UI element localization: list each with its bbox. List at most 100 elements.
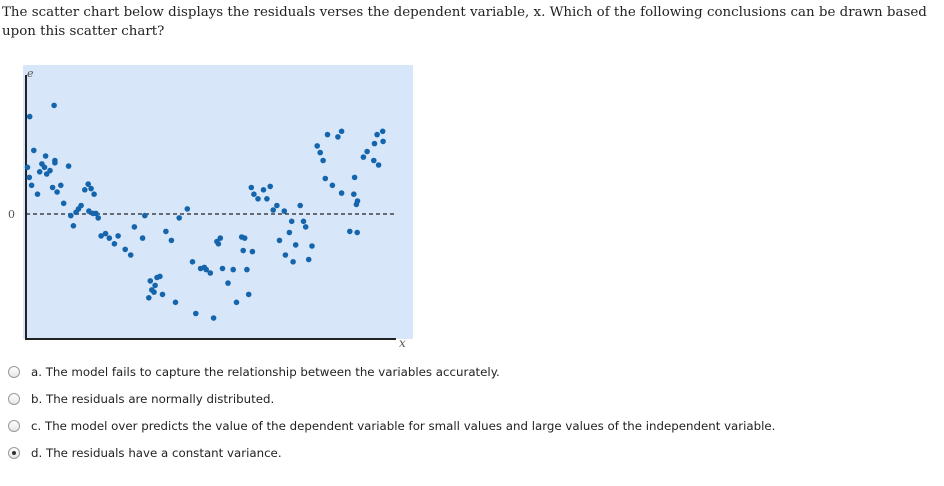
data-point-71 — [240, 247, 246, 254]
data-point-78 — [255, 196, 261, 202]
data-point-56 — [189, 259, 196, 265]
data-point-107 — [351, 174, 358, 181]
data-point-103 — [338, 190, 345, 196]
scatter-plot-svg: e x 0 — [8, 65, 413, 350]
data-point-14 — [51, 102, 57, 109]
data-point-92 — [300, 218, 307, 225]
data-point-61 — [207, 270, 214, 276]
data-point-15 — [52, 160, 58, 166]
data-point-87 — [288, 218, 295, 225]
data-point-46 — [146, 295, 152, 301]
data-point-64 — [219, 265, 226, 272]
data-point-84 — [276, 237, 283, 244]
data-point-110 — [354, 198, 361, 204]
data-point-100 — [324, 131, 331, 138]
data-point-114 — [374, 131, 380, 138]
option-a[interactable]: a. The model fails to capture the relati… — [8, 358, 928, 385]
data-point-1 — [26, 113, 33, 120]
data-point-51 — [163, 228, 169, 235]
data-point-32 — [95, 215, 101, 221]
data-point-0 — [24, 164, 31, 171]
data-point-5 — [26, 174, 33, 181]
option-b[interactable]: b. The residuals are normally distribute… — [8, 385, 928, 412]
data-point-105 — [347, 228, 353, 235]
data-point-53 — [172, 299, 179, 306]
data-point-95 — [309, 243, 315, 249]
data-point-68 — [230, 266, 236, 273]
data-point-106 — [354, 229, 361, 236]
data-point-43 — [147, 278, 154, 284]
data-point-26 — [85, 181, 91, 187]
data-point-34 — [102, 230, 109, 237]
data-point-54 — [176, 215, 182, 221]
data-point-49 — [157, 273, 163, 280]
data-point-48 — [152, 282, 158, 289]
data-point-117 — [379, 128, 386, 135]
data-point-40 — [131, 224, 138, 230]
data-point-86 — [286, 229, 293, 236]
data-point-108 — [351, 191, 357, 197]
option-b-label: b. The residuals are normally distribute… — [31, 391, 275, 406]
data-point-55 — [184, 206, 191, 212]
data-point-4 — [28, 182, 35, 189]
data-point-89 — [290, 259, 296, 265]
option-c[interactable]: c. The model over predicts the value of … — [8, 412, 928, 439]
data-point-73 — [245, 291, 252, 298]
data-point-27 — [88, 185, 94, 192]
data-point-101 — [329, 182, 336, 189]
answer-options: a. The model fails to capture the relati… — [8, 358, 928, 466]
data-point-47 — [149, 287, 155, 293]
option-d[interactable]: d. The residuals have a constant varianc… — [8, 439, 928, 466]
data-point-88 — [282, 252, 289, 258]
data-point-81 — [267, 183, 274, 190]
scatter-points — [24, 102, 386, 321]
data-point-9 — [41, 164, 48, 171]
data-point-52 — [168, 237, 175, 244]
data-point-6 — [34, 191, 41, 197]
data-point-104 — [338, 128, 345, 135]
data-point-67 — [225, 280, 231, 286]
data-point-35 — [106, 235, 113, 241]
data-point-99 — [320, 157, 326, 164]
data-point-116 — [375, 162, 382, 168]
data-point-60 — [201, 264, 208, 271]
y-axis-label: e — [27, 67, 34, 80]
data-point-31 — [93, 210, 99, 217]
data-point-111 — [360, 154, 367, 160]
radio-d[interactable] — [8, 446, 20, 459]
data-point-11 — [42, 153, 49, 159]
data-point-7 — [36, 169, 43, 175]
data-point-97 — [317, 149, 324, 156]
radio-a[interactable] — [8, 365, 20, 378]
data-point-19 — [65, 163, 72, 169]
data-point-118 — [380, 138, 386, 145]
data-point-28 — [91, 191, 97, 197]
data-point-29 — [86, 208, 92, 214]
data-point-12 — [47, 167, 53, 174]
data-point-57 — [193, 310, 199, 317]
data-point-24 — [78, 202, 84, 209]
data-point-102 — [335, 134, 341, 140]
question-text: The scatter chart below displays the res… — [2, 5, 927, 39]
data-point-50 — [159, 291, 166, 298]
data-point-21 — [70, 223, 77, 229]
data-point-42 — [142, 212, 148, 219]
data-point-76 — [248, 184, 255, 191]
radio-c[interactable] — [8, 419, 20, 432]
x-axis-label: x — [399, 336, 406, 350]
data-point-25 — [82, 187, 88, 193]
data-point-115 — [371, 140, 378, 147]
data-point-39 — [127, 252, 134, 258]
data-point-16 — [54, 189, 60, 195]
data-point-85 — [281, 208, 288, 214]
data-point-41 — [139, 235, 146, 241]
data-point-13 — [49, 184, 56, 191]
plot-background — [23, 65, 413, 339]
data-point-94 — [305, 256, 312, 263]
option-d-label: d. The residuals have a constant varianc… — [31, 445, 282, 460]
data-point-38 — [122, 246, 128, 253]
data-point-72 — [241, 235, 248, 241]
data-point-37 — [115, 233, 121, 239]
radio-b[interactable] — [8, 392, 20, 405]
data-point-62 — [210, 315, 217, 321]
